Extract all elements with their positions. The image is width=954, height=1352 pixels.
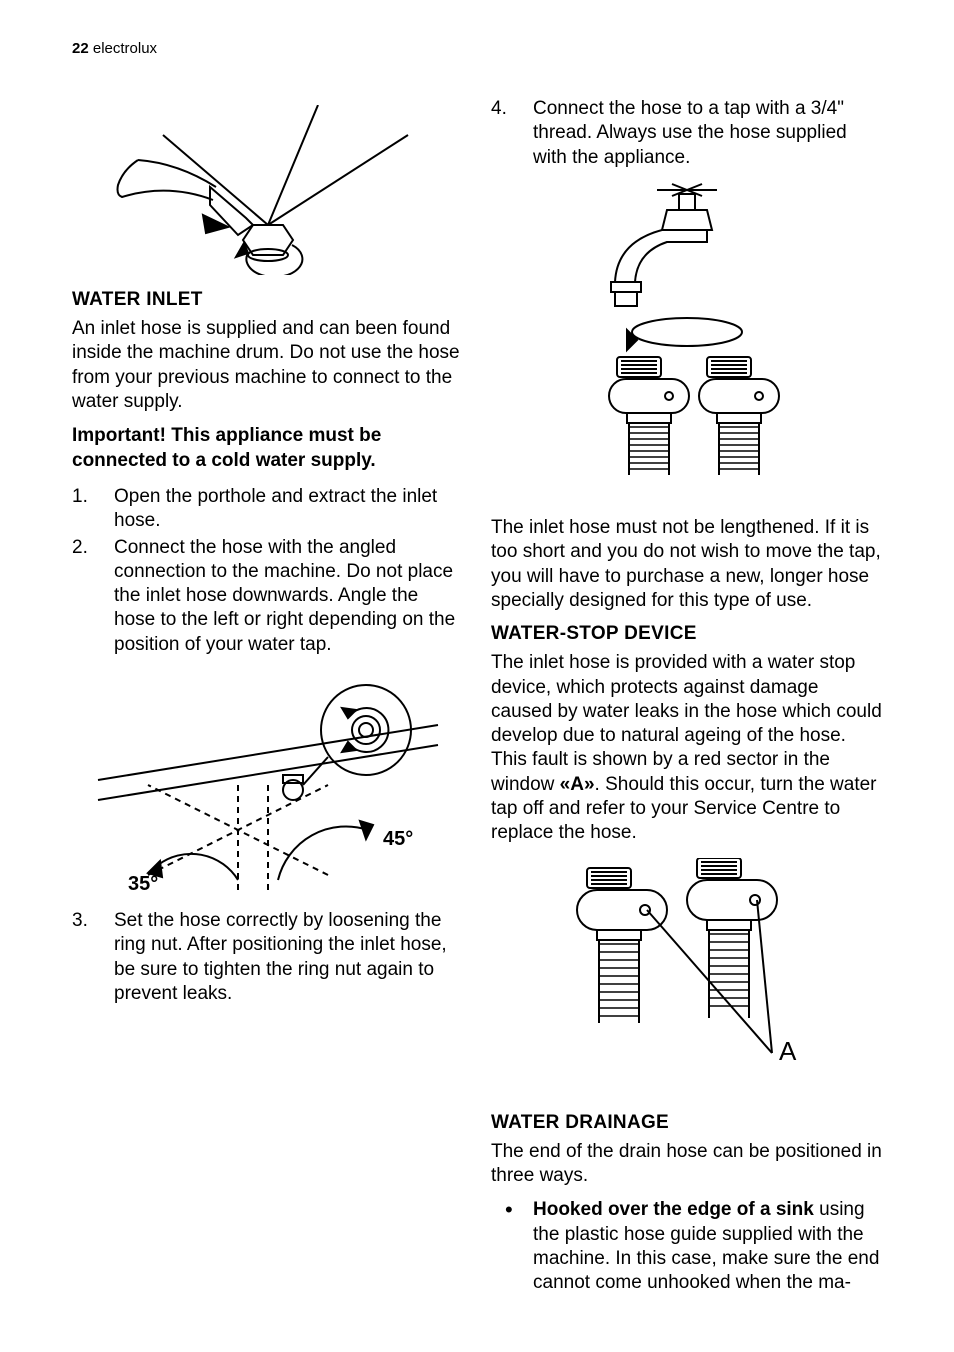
water-drainage-intro: The end of the drain hose can be positio… [491, 1140, 882, 1189]
list-item: Connect the hose with the angled connect… [72, 536, 463, 658]
water-inlet-steps-3: Set the hose correctly by loosening the … [72, 909, 463, 1006]
angle-35-label: 35° [128, 873, 158, 895]
tap-diagram [557, 182, 817, 502]
figure-water-stop: A [491, 858, 882, 1098]
water-drainage-list: Hooked over the edge of a sink using the… [491, 1198, 882, 1295]
figure-tap-connection [491, 182, 882, 502]
figure-ring-nut [72, 105, 463, 275]
water-inlet-important: Important! This appliance must be connec… [72, 424, 463, 473]
list-item: Connect the hose to a tap with a 3/4" th… [491, 97, 882, 170]
water-drainage-heading: WATER DRAINAGE [491, 1112, 882, 1134]
ring-nut-diagram [108, 105, 428, 275]
list-item: Hooked over the edge of a sink using the… [491, 1198, 882, 1295]
water-inlet-steps-1-2: Open the porthole and extract the inlet … [72, 485, 463, 657]
angle-45-label: 45° [383, 828, 413, 850]
water-stop-a-label: «A» [560, 774, 595, 795]
two-column-layout: WATER INLET An inlet hose is supplied an… [72, 97, 882, 1296]
brand-name: electrolux [93, 40, 157, 57]
water-stop-a-letter: A [779, 1036, 797, 1066]
page-number: 22 [72, 40, 89, 57]
water-stop-text: The inlet hose is provided with a water … [491, 651, 882, 846]
right-column: Connect the hose to a tap with a 3/4" th… [491, 97, 882, 1296]
water-inlet-steps-4: Connect the hose to a tap with a 3/4" th… [491, 97, 882, 170]
water-inlet-intro: An inlet hose is supplied and can been f… [72, 317, 463, 414]
figure-hose-angle: 35° 45° [72, 665, 463, 895]
drainage-bullet-lead: Hooked over the edge of a sink [533, 1199, 814, 1220]
left-column: WATER INLET An inlet hose is supplied an… [72, 97, 463, 1296]
hose-angle-diagram: 35° 45° [88, 665, 448, 895]
list-item: Set the hose correctly by loosening the … [72, 909, 463, 1006]
water-inlet-heading: WATER INLET [72, 289, 463, 311]
page-header: 22 electrolux [72, 40, 882, 57]
water-stop-heading: WATER-STOP DEVICE [491, 623, 882, 645]
list-item: Open the porthole and extract the inlet … [72, 485, 463, 534]
water-stop-diagram: A [547, 858, 827, 1098]
inlet-length-note: The inlet hose must not be lengthened. I… [491, 516, 882, 613]
